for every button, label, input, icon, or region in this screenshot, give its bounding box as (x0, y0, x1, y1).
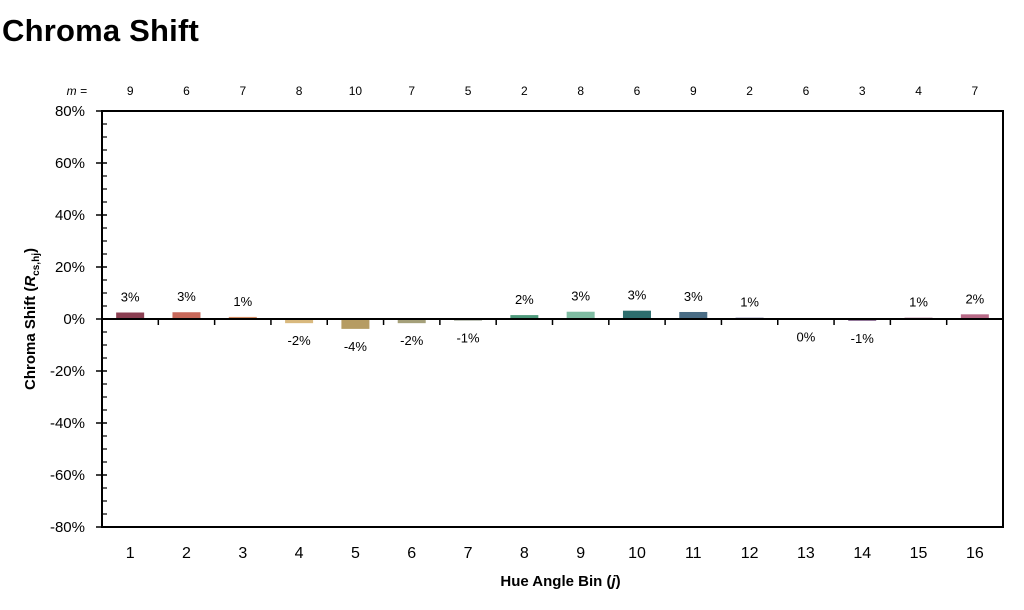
data-label: 3% (177, 289, 196, 304)
data-label: -2% (400, 333, 424, 348)
bar (397, 319, 426, 324)
y-tick-label: 80% (55, 103, 85, 120)
m-count-label: 10 (349, 84, 363, 98)
data-label: -1% (456, 331, 480, 346)
data-label: 3% (571, 289, 590, 304)
data-label: 0% (797, 330, 816, 345)
data-label: -1% (851, 331, 875, 346)
m-count-label: 8 (577, 84, 584, 98)
bar (566, 311, 595, 319)
chart-title: Chroma Shift (2, 13, 200, 48)
data-label: 3% (628, 288, 647, 303)
y-axis-title: Chroma Shift (Rcs,hj) (22, 248, 42, 390)
m-count-row: m = 9 6 7 8 10 7 5 2 8 6 9 2 6 3 4 7 (67, 84, 979, 98)
m-count-label: 9 (690, 84, 697, 98)
x-tick-label: 12 (741, 545, 759, 562)
y-tick-label: -60% (50, 467, 85, 484)
m-count-label: 5 (465, 84, 472, 98)
axes-group: 80%60%40%20%0%-20%-40%-60%-80%1 2 3 4 5 6 7 8 9 1… (22, 103, 1004, 590)
x-tick-label: 6 (407, 545, 416, 562)
x-tick-label: 7 (464, 545, 473, 562)
data-label: -4% (344, 339, 368, 354)
y-tick-label: 60% (55, 155, 85, 172)
x-tick-label: 10 (628, 545, 646, 562)
y-tick-label: 0% (63, 311, 85, 328)
m-count-label: 7 (972, 84, 979, 98)
bar (341, 319, 370, 329)
y-tick-label: 40% (55, 207, 85, 224)
y-tick-label: -20% (50, 363, 85, 380)
m-count-label: 4 (915, 84, 922, 98)
data-label: 2% (965, 291, 984, 306)
m-count-label: 2 (521, 84, 528, 98)
x-tick-label: 1 (126, 545, 135, 562)
x-tick-label: 9 (576, 545, 585, 562)
x-tick-label: 13 (797, 545, 815, 562)
data-label: 1% (233, 294, 252, 309)
y-tick-label: 20% (55, 259, 85, 276)
bar (228, 316, 257, 319)
m-count-label: 2 (746, 84, 753, 98)
bar (679, 311, 708, 319)
data-label: -2% (288, 333, 312, 348)
m-count-label: 6 (183, 84, 190, 98)
bar (960, 314, 989, 319)
data-label: 2% (515, 292, 534, 307)
x-tick-label: 3 (238, 545, 247, 562)
x-tick-label: 15 (910, 545, 928, 562)
x-tick-label: 14 (853, 545, 871, 562)
data-labels-group: 3% 3% 1% -2% -4% -2% -1% 2% 3% 3% 3% 1% 0% -1% 1% 2% (121, 288, 985, 354)
bar (622, 310, 651, 319)
data-label: 3% (121, 290, 140, 305)
x-tick-label: 4 (295, 545, 304, 562)
m-count-label: 6 (634, 84, 641, 98)
m-count-label: 9 (127, 84, 134, 98)
y-tick-label: -40% (50, 415, 85, 432)
m-count-label: 3 (859, 84, 866, 98)
bar (172, 312, 201, 319)
data-label: 3% (684, 289, 703, 304)
y-tick-label: -80% (50, 519, 85, 536)
x-tick-label: 11 (685, 545, 702, 562)
m-count-label: 6 (803, 84, 810, 98)
x-tick-label: 2 (182, 545, 191, 562)
m-count-label: 7 (408, 84, 415, 98)
bar (285, 319, 314, 324)
x-tick-label: 8 (520, 545, 529, 562)
x-axis-title: Hue Angle Bin (j) (500, 573, 620, 590)
data-label: 1% (909, 295, 928, 310)
data-label: 1% (740, 295, 759, 310)
m-count-label: 7 (239, 84, 246, 98)
x-tick-label: 5 (351, 545, 360, 562)
bar (116, 312, 145, 319)
bar (510, 315, 539, 319)
m-prefix-label: m = (67, 84, 87, 98)
m-count-label: 8 (296, 84, 303, 98)
x-tick-label: 16 (966, 545, 984, 562)
